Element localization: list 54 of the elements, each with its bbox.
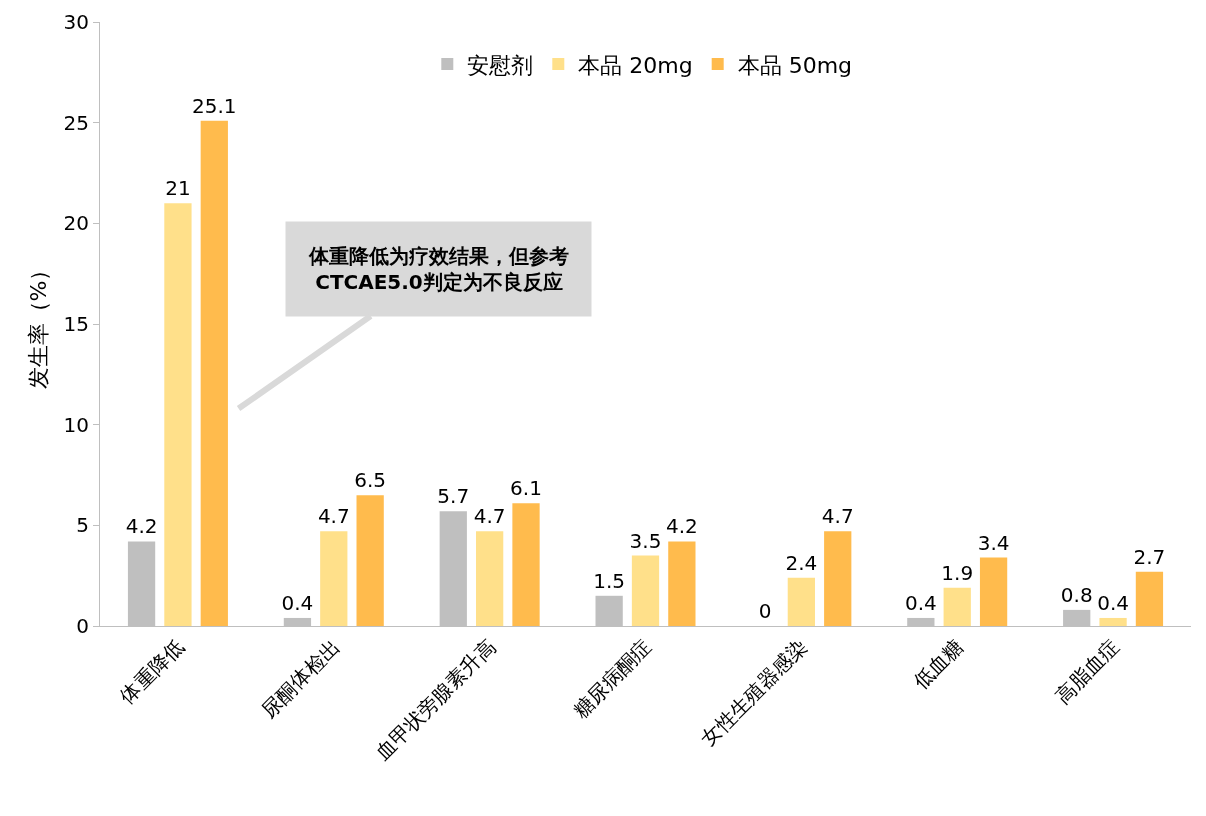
data-label: 6.5: [354, 468, 387, 493]
data-label: 3.5: [629, 528, 662, 553]
bar: [320, 531, 348, 626]
y-tick-label: 10: [63, 412, 89, 437]
x-tick-label: 体重降低: [115, 634, 189, 709]
data-label: 4.7: [821, 504, 854, 529]
x-tick-label: 糖尿病酮症: [568, 634, 657, 723]
data-label: 3.4: [977, 530, 1010, 555]
data-label: 2.7: [1133, 544, 1166, 569]
legend-label: 安慰剂: [467, 52, 534, 78]
data-label: 4.7: [473, 504, 506, 529]
data-label: 2.4: [785, 550, 818, 575]
bar: [164, 203, 192, 626]
annotation: 体重降低为疗效结果，但参考 CTCAE5.0判定为不良反应: [308, 244, 569, 294]
data-label: 4.7: [317, 504, 350, 529]
bar: [824, 531, 852, 626]
x-tick-label: 高脂血症: [1050, 634, 1124, 709]
y-tick-label: 30: [63, 10, 89, 34]
bar: [200, 120, 228, 626]
bar: [668, 541, 696, 626]
y-tick-label: 25: [63, 110, 89, 135]
y-axis-title: 发生率（%）: [26, 258, 51, 390]
data-label: 0.4: [1097, 590, 1129, 615]
data-label: 4.2: [665, 514, 698, 539]
bar: [1099, 617, 1127, 626]
data-label: 25.1: [192, 93, 237, 118]
x-tick-label: 血甲状旁腺素升高: [370, 634, 501, 765]
data-label: 6.1: [510, 476, 542, 501]
bar: [476, 531, 504, 626]
bar: [356, 495, 384, 626]
y-tick-label: 15: [63, 312, 89, 336]
y-tick-label: 5: [76, 513, 89, 538]
x-tick-label: 女性生殖器感染: [696, 634, 812, 751]
legend-label: 本品 50mg: [737, 52, 853, 78]
bar: [1135, 571, 1164, 626]
data-label: 5.7: [437, 484, 470, 509]
bar: [512, 503, 540, 626]
x-tick-label: 尿酮体检出: [256, 634, 345, 723]
data-label: 0.8: [1060, 582, 1093, 607]
bar: [943, 587, 971, 626]
y-tick-label: 20: [63, 211, 89, 236]
bar: [979, 557, 1008, 626]
x-tick-label: 低血糖: [908, 634, 968, 695]
data-label: 0.4: [904, 590, 937, 615]
data-label: 21: [165, 176, 191, 201]
data-label: 1.5: [593, 568, 626, 593]
y-tick-label: 0: [76, 614, 89, 638]
legend-label: 本品 20mg: [578, 52, 693, 78]
data-label: 4.2: [125, 514, 158, 539]
bar: [787, 577, 815, 626]
data-label: 0: [758, 599, 772, 623]
bar: [631, 555, 660, 626]
data-label: 1.9: [941, 560, 974, 585]
data-label: 0.4: [281, 590, 314, 615]
